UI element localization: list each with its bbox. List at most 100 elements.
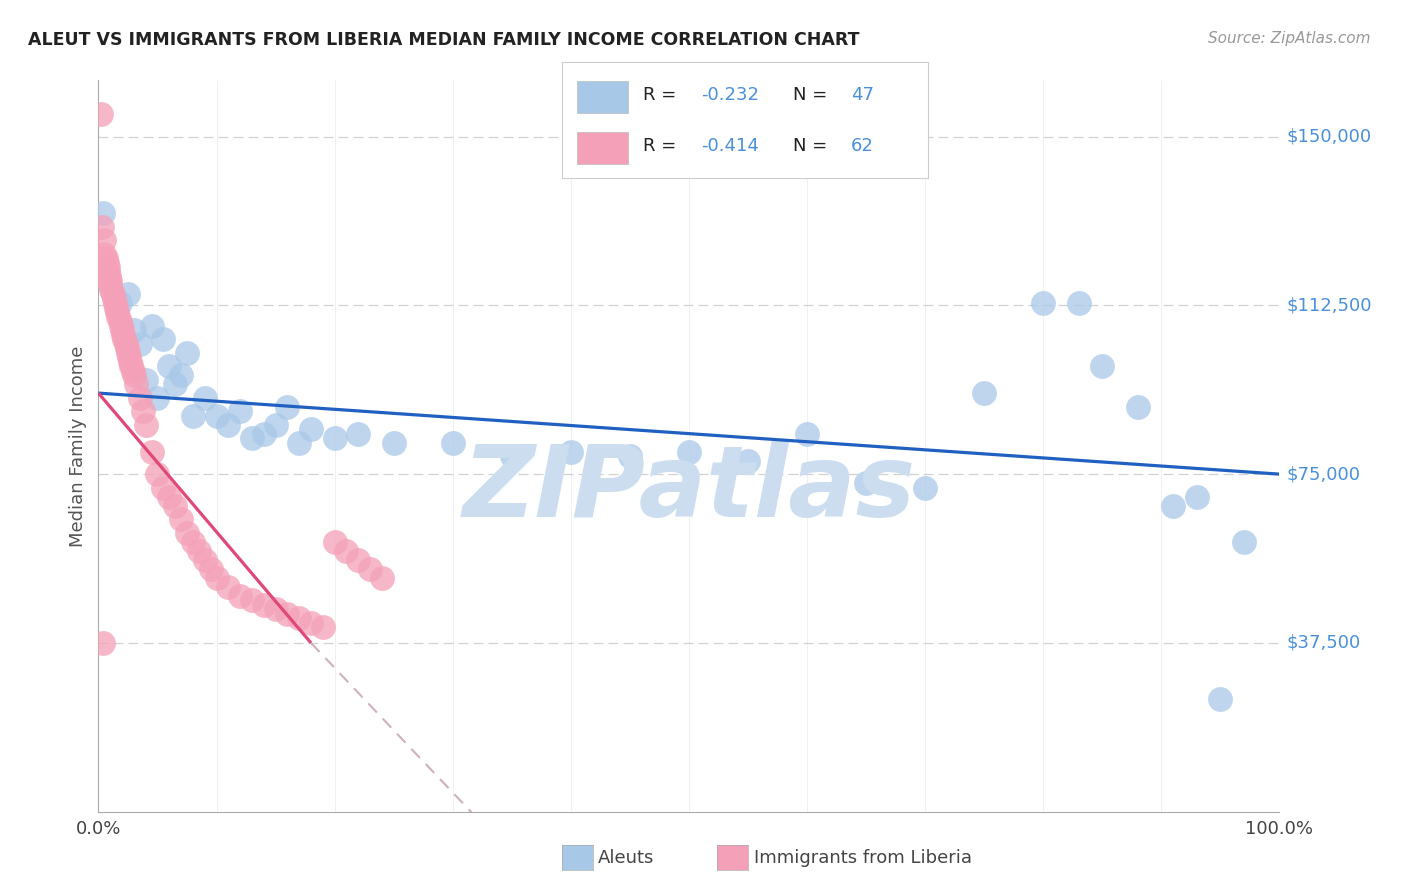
Point xyxy=(112,327,135,342)
Point xyxy=(1233,534,1256,549)
Point xyxy=(1209,692,1232,706)
Text: N =: N = xyxy=(793,137,832,155)
Point xyxy=(165,499,187,513)
Point xyxy=(152,332,174,346)
Point xyxy=(229,589,252,603)
Point xyxy=(115,341,138,355)
Point xyxy=(288,611,311,625)
Point xyxy=(157,490,180,504)
Y-axis label: Median Family Income: Median Family Income xyxy=(69,345,87,547)
Point xyxy=(90,107,112,121)
Point xyxy=(288,435,311,450)
Point xyxy=(93,246,115,260)
Point xyxy=(205,571,228,585)
Point xyxy=(501,449,523,463)
Text: R =: R = xyxy=(643,86,682,103)
Text: $75,000: $75,000 xyxy=(1286,465,1361,483)
Point xyxy=(914,481,936,495)
Point xyxy=(96,255,118,269)
Point xyxy=(229,404,252,418)
Point xyxy=(560,444,582,458)
Point xyxy=(104,296,127,310)
Point xyxy=(91,219,114,234)
Point xyxy=(276,607,298,621)
Point xyxy=(97,39,120,54)
Text: Aleuts: Aleuts xyxy=(598,849,654,867)
FancyBboxPatch shape xyxy=(576,132,628,164)
Point xyxy=(97,260,120,274)
Point xyxy=(217,580,239,594)
Point xyxy=(264,417,287,432)
Point xyxy=(146,467,169,482)
Point xyxy=(108,296,131,310)
Point xyxy=(141,444,163,458)
Point xyxy=(1161,499,1184,513)
Point xyxy=(1067,296,1090,310)
Text: 47: 47 xyxy=(851,86,875,103)
Point xyxy=(347,552,370,566)
Point xyxy=(146,391,169,405)
Point xyxy=(121,359,143,373)
Point xyxy=(737,453,759,467)
Point xyxy=(98,269,121,284)
Point xyxy=(135,373,157,387)
Point xyxy=(114,336,136,351)
Point xyxy=(170,512,193,526)
Point xyxy=(240,593,263,607)
Point xyxy=(122,323,145,337)
Point xyxy=(200,562,222,576)
Point xyxy=(165,377,187,392)
Point xyxy=(141,318,163,333)
Point xyxy=(176,525,198,540)
Point xyxy=(347,426,370,441)
Text: ALEUT VS IMMIGRANTS FROM LIBERIA MEDIAN FAMILY INCOME CORRELATION CHART: ALEUT VS IMMIGRANTS FROM LIBERIA MEDIAN … xyxy=(28,31,859,49)
Point xyxy=(98,278,121,293)
Point xyxy=(1032,296,1054,310)
Point xyxy=(187,543,209,558)
Point xyxy=(312,620,335,634)
Point xyxy=(132,404,155,418)
Text: Immigrants from Liberia: Immigrants from Liberia xyxy=(754,849,972,867)
Point xyxy=(217,417,239,432)
Text: ZIPatlas: ZIPatlas xyxy=(463,442,915,539)
Point xyxy=(120,354,142,368)
Point xyxy=(93,233,115,247)
Point xyxy=(335,543,357,558)
Point xyxy=(98,274,121,288)
Point xyxy=(276,400,298,414)
Point xyxy=(253,598,276,612)
Point xyxy=(299,422,322,436)
Text: -0.232: -0.232 xyxy=(702,86,759,103)
Point xyxy=(973,386,995,401)
Point xyxy=(157,359,180,373)
Text: Source: ZipAtlas.com: Source: ZipAtlas.com xyxy=(1208,31,1371,46)
Text: $112,500: $112,500 xyxy=(1286,296,1372,314)
Point xyxy=(382,435,405,450)
Point xyxy=(97,264,120,278)
Point xyxy=(678,444,700,458)
Point xyxy=(112,332,135,346)
Point xyxy=(152,481,174,495)
Point xyxy=(107,310,129,324)
Point xyxy=(128,391,150,405)
Point xyxy=(323,431,346,445)
Point xyxy=(100,283,122,297)
Point xyxy=(264,602,287,616)
Text: N =: N = xyxy=(793,86,832,103)
Point xyxy=(111,323,134,337)
Text: -0.414: -0.414 xyxy=(702,137,759,155)
Point xyxy=(194,391,217,405)
Point xyxy=(323,534,346,549)
Point xyxy=(105,305,128,319)
Point xyxy=(128,336,150,351)
Point xyxy=(1185,490,1208,504)
Point xyxy=(110,318,132,333)
Text: R =: R = xyxy=(643,137,682,155)
Point xyxy=(122,368,145,383)
Text: $37,500: $37,500 xyxy=(1286,634,1361,652)
Point xyxy=(194,552,217,566)
Point xyxy=(125,377,148,392)
Point xyxy=(94,251,117,265)
Point xyxy=(855,476,877,491)
Point xyxy=(205,409,228,423)
